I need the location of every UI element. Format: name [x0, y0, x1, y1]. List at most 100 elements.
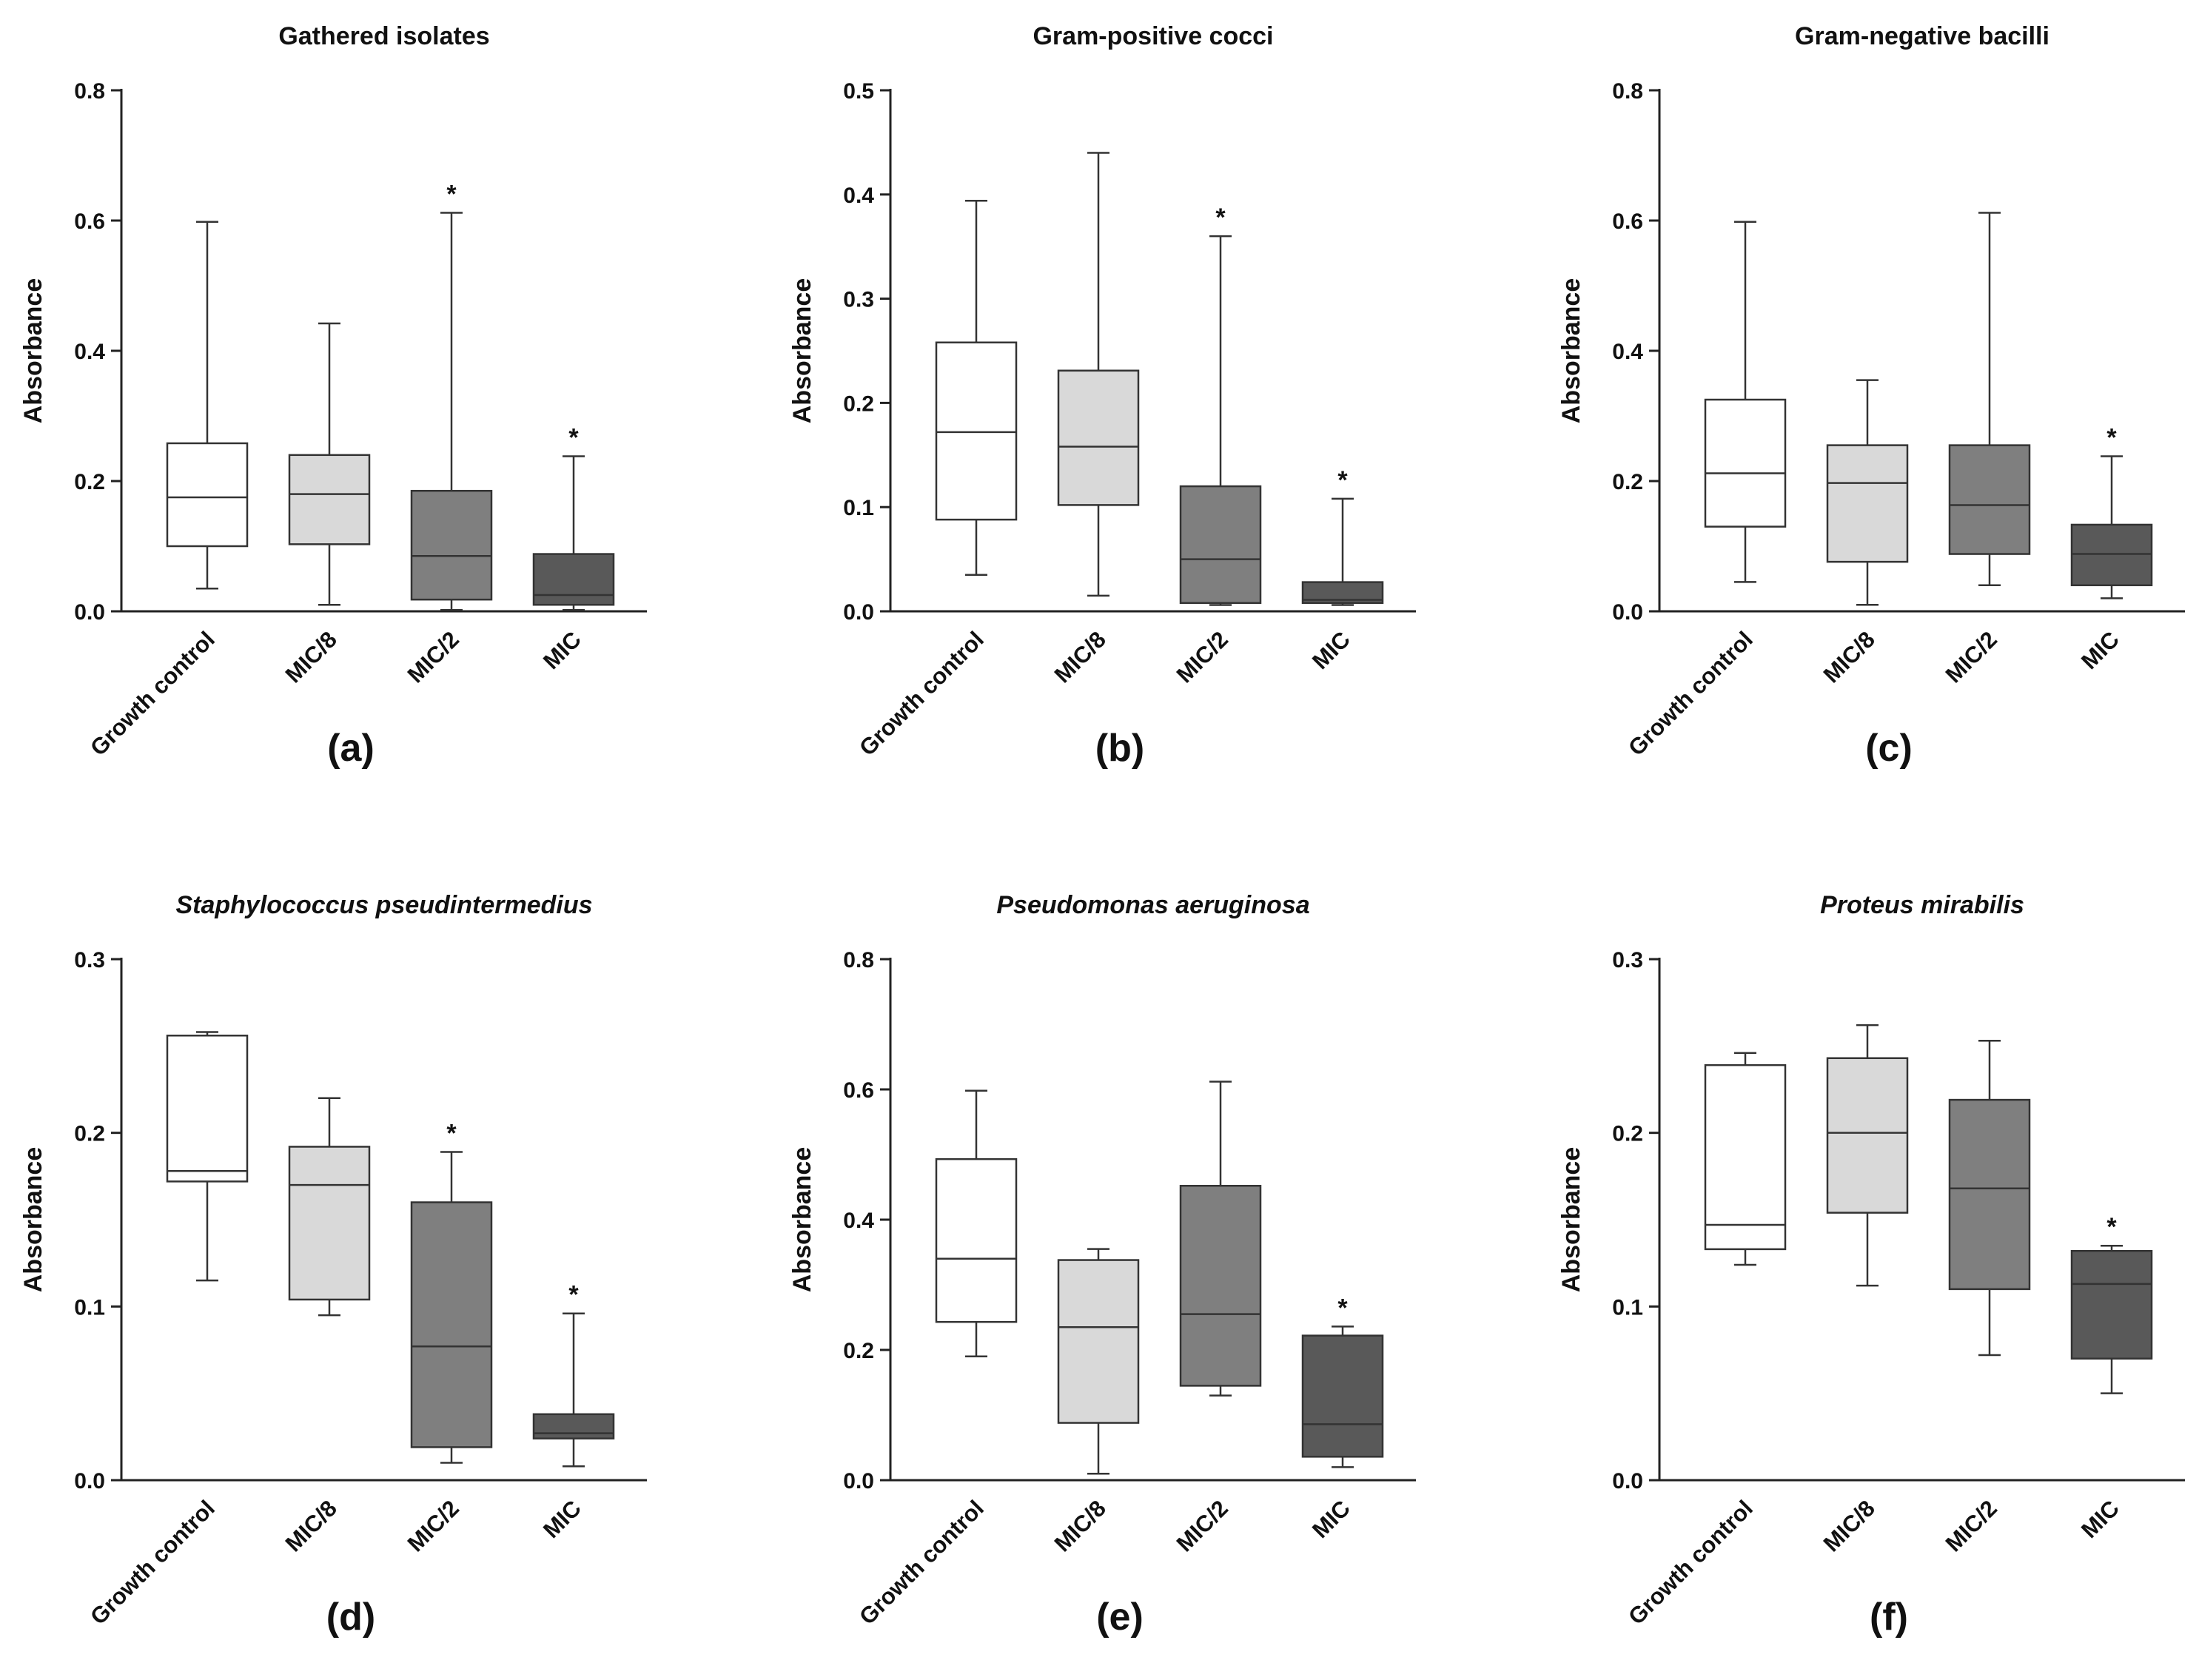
y-tick-label: 0.2: [843, 1339, 874, 1363]
box-iqr: [1948, 1098, 2031, 1291]
box-growth-control: Growth control: [1623, 221, 1787, 761]
x-tick-label: Growth control: [1623, 1495, 1758, 1630]
box-iqr: [1301, 1334, 1384, 1458]
y-tick-label: 0.2: [74, 1122, 105, 1146]
box-mic: * MIC: [532, 424, 615, 674]
panel-label: (f): [1870, 1596, 1908, 1639]
y-tick-label: 0.0: [1612, 600, 1643, 625]
box-mic: * MIC: [2070, 1213, 2153, 1543]
y-tick-label: 0.0: [843, 1469, 874, 1493]
x-tick-label: MIC/2: [403, 1495, 464, 1556]
y-tick-label: 0.6: [74, 209, 105, 234]
x-tick-label: MIC/8: [281, 626, 342, 688]
box-growth-control: Growth control: [85, 221, 249, 761]
y-axis-label: Absorbance: [1557, 278, 1585, 424]
y-tick-label: 0.3: [1612, 948, 1643, 972]
box-iqr: [1179, 485, 1262, 604]
y-tick-label: 0.1: [1612, 1295, 1643, 1320]
box-growth-control: Growth control: [854, 199, 1018, 761]
y-tick-label: 0.4: [74, 340, 105, 364]
panel-label: (e): [1096, 1596, 1144, 1639]
box-iqr: [166, 1035, 249, 1183]
y-tick-label: 0.6: [1612, 209, 1643, 234]
y-axis-label: Absorbance: [788, 1147, 816, 1293]
y-tick-label: 0.0: [843, 600, 874, 625]
panel-title: Gram-positive cocci: [1033, 22, 1273, 50]
box-mic-8: MIC/8: [1050, 152, 1140, 688]
panel-label: (d): [326, 1596, 375, 1639]
panel-label: (b): [1095, 727, 1144, 770]
box-iqr: [1179, 1184, 1262, 1387]
box-iqr: [1948, 444, 2031, 555]
panel-b: Gram-positive cocci Absorbance 0.0 0.1 0.2 0.…: [788, 22, 1416, 770]
y-tick-label: 0.0: [74, 1469, 105, 1493]
box-iqr: [1826, 1057, 1909, 1214]
x-tick-label: MIC/2: [1941, 1495, 2002, 1556]
box-iqr: [288, 454, 371, 545]
box-iqr: [166, 442, 249, 548]
box-iqr: [935, 1157, 1018, 1323]
x-tick-label: MIC/2: [1941, 626, 2002, 688]
y-tick-label: 0.0: [74, 600, 105, 625]
significance-marker: *: [2106, 424, 2117, 452]
significance-marker: *: [446, 1119, 457, 1147]
y-tick-label: 0.1: [74, 1295, 105, 1320]
y-tick-label: 0.1: [843, 496, 874, 520]
box-mic-8: MIC/8: [281, 1097, 371, 1556]
panel-label: (a): [327, 727, 375, 770]
box-iqr: [288, 1146, 371, 1301]
significance-marker: *: [446, 180, 457, 208]
panel-title: Staphylococcus pseudintermedius: [175, 891, 592, 919]
box-mic-2: * MIC/2: [403, 1119, 493, 1556]
y-axis-label: Absorbance: [788, 278, 816, 424]
panel-label: (c): [1865, 727, 1913, 770]
x-tick-label: Growth control: [85, 1495, 220, 1630]
y-tick-label: 0.3: [74, 948, 105, 972]
y-tick-label: 0.0: [1612, 1469, 1643, 1493]
panel-e: Pseudomonas aeruginosa Absorbance 0.0 0.2 0.…: [788, 891, 1416, 1639]
panel-d: Staphylococcus pseudintermedius Absorbanc…: [19, 891, 647, 1639]
y-axis-label: Absorbance: [19, 278, 47, 424]
panel-c: Gram-negative bacilli Absorbance 0.0 0.2 0.4…: [1557, 22, 2185, 770]
box-mic-8: MIC/8: [1050, 1248, 1140, 1556]
y-tick-label: 0.3: [843, 288, 874, 312]
x-tick-label: MIC: [2076, 1495, 2124, 1543]
y-tick-label: 0.8: [1612, 79, 1643, 104]
y-tick-label: 0.4: [1612, 340, 1643, 364]
box-mic-2: * MIC/2: [1172, 204, 1262, 688]
x-tick-label: Growth control: [85, 626, 220, 761]
x-tick-label: MIC/2: [1172, 1495, 1233, 1556]
box-iqr: [2070, 523, 2153, 587]
x-tick-label: MIC: [2076, 626, 2124, 674]
box-iqr: [1057, 1259, 1140, 1424]
y-tick-label: 0.4: [843, 1209, 874, 1233]
box-mic-8: MIC/8: [1819, 379, 1909, 688]
box-mic: * MIC: [1301, 466, 1384, 674]
box-mic: * MIC: [532, 1281, 615, 1543]
y-tick-label: 0.8: [74, 79, 105, 104]
panel-f: Proteus mirabilis Absorbance 0.0 0.1 0.2 0.3 G…: [1557, 891, 2185, 1639]
box-iqr: [410, 1201, 493, 1448]
box-mic: * MIC: [1301, 1294, 1384, 1543]
y-tick-label: 0.2: [843, 392, 874, 416]
significance-marker: *: [568, 424, 579, 452]
x-tick-label: MIC/8: [1050, 626, 1111, 688]
panel-title: Gathered isolates: [278, 22, 489, 50]
box-mic-8: MIC/8: [1819, 1024, 1909, 1556]
y-tick-label: 0.2: [74, 470, 105, 494]
x-tick-label: Growth control: [854, 1495, 989, 1630]
y-tick-label: 0.2: [1612, 1122, 1643, 1146]
y-axis-label: Absorbance: [1557, 1147, 1585, 1293]
box-mic-8: MIC/8: [281, 322, 371, 688]
x-tick-label: MIC/8: [1819, 1495, 1880, 1556]
x-tick-label: MIC: [538, 1495, 586, 1543]
x-tick-label: MIC/8: [281, 1495, 342, 1556]
box-iqr: [410, 489, 493, 601]
box-iqr: [1704, 1064, 1787, 1251]
significance-marker: *: [1215, 204, 1226, 232]
x-tick-label: MIC/8: [1819, 626, 1880, 688]
significance-marker: *: [2106, 1213, 2117, 1241]
significance-marker: *: [1337, 1294, 1348, 1322]
box-mic: * MIC: [2070, 424, 2153, 674]
